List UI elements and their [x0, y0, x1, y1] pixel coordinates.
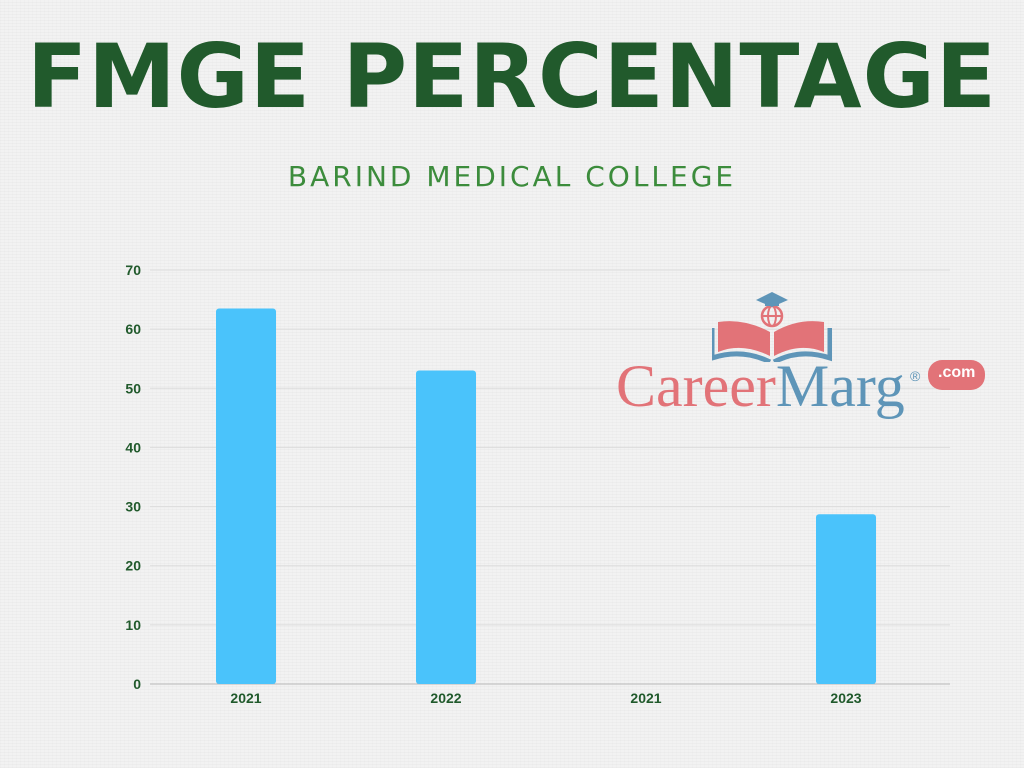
bar: [216, 308, 276, 684]
logo-com-badge: .com: [928, 360, 986, 390]
x-tick-label: 2021: [630, 690, 661, 706]
chart-title: FMGE PERCENTAGE: [26, 25, 998, 128]
y-tick-label: 20: [125, 558, 141, 574]
x-tick-label: 2021: [230, 690, 261, 706]
bar: [416, 370, 476, 684]
bar: [816, 514, 876, 684]
logo-word-marg: Marg: [775, 353, 905, 419]
x-tick-label: 2022: [430, 690, 461, 706]
y-tick-label: 60: [125, 321, 141, 337]
careermarg-logo: CareerMarg ® .com: [612, 292, 986, 432]
x-tick-label: 2023: [830, 690, 861, 706]
y-tick-label: 30: [125, 499, 141, 515]
y-tick-label: 0: [133, 676, 141, 692]
chart-subtitle: BARIND MEDICAL COLLEGE: [287, 160, 737, 193]
logo-word-career: Career: [616, 353, 776, 419]
logo-wordmark: CareerMarg: [616, 356, 905, 416]
y-tick-label: 40: [125, 439, 141, 455]
y-tick-label: 50: [125, 380, 141, 396]
y-tick-label: 70: [125, 262, 141, 278]
y-tick-label: 10: [125, 617, 141, 633]
open-book-logo-icon: [712, 292, 832, 362]
registered-mark: ®: [910, 368, 921, 384]
